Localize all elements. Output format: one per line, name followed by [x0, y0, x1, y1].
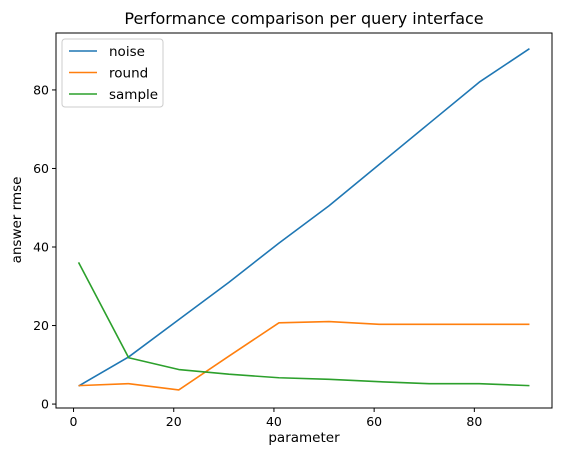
- y-tick-label: 40: [33, 240, 49, 255]
- y-tick-label: 20: [33, 318, 49, 333]
- series-lines: [77, 48, 530, 391]
- y-tick-label: 80: [33, 82, 49, 97]
- x-tick-label: 40: [266, 414, 282, 429]
- x-axis-label: parameter: [268, 430, 340, 446]
- series-line-sample: [77, 261, 530, 387]
- x-tick-label: 80: [466, 414, 482, 429]
- x-tick-label: 60: [366, 414, 382, 429]
- axes-frame: [55, 32, 553, 409]
- axis-ticks: 0 20 40 60 80 0 20 40 60 80: [33, 82, 482, 429]
- legend-label-round: round: [109, 66, 148, 82]
- chart-title: Performance comparison per query interfa…: [124, 9, 483, 28]
- legend-label-noise: noise: [109, 44, 145, 60]
- x-tick-label: 0: [70, 414, 78, 429]
- series-line-round: [78, 320, 530, 391]
- x-tick-label: 20: [166, 414, 182, 429]
- series-line-noise: [78, 48, 530, 387]
- y-tick-label: 0: [41, 397, 49, 412]
- legend-box: [61, 38, 164, 108]
- legend-label-sample: sample: [109, 87, 158, 103]
- y-axis-label: answer rmse: [9, 177, 25, 264]
- y-tick-label: 60: [33, 161, 49, 176]
- legend: noise round sample: [61, 38, 164, 108]
